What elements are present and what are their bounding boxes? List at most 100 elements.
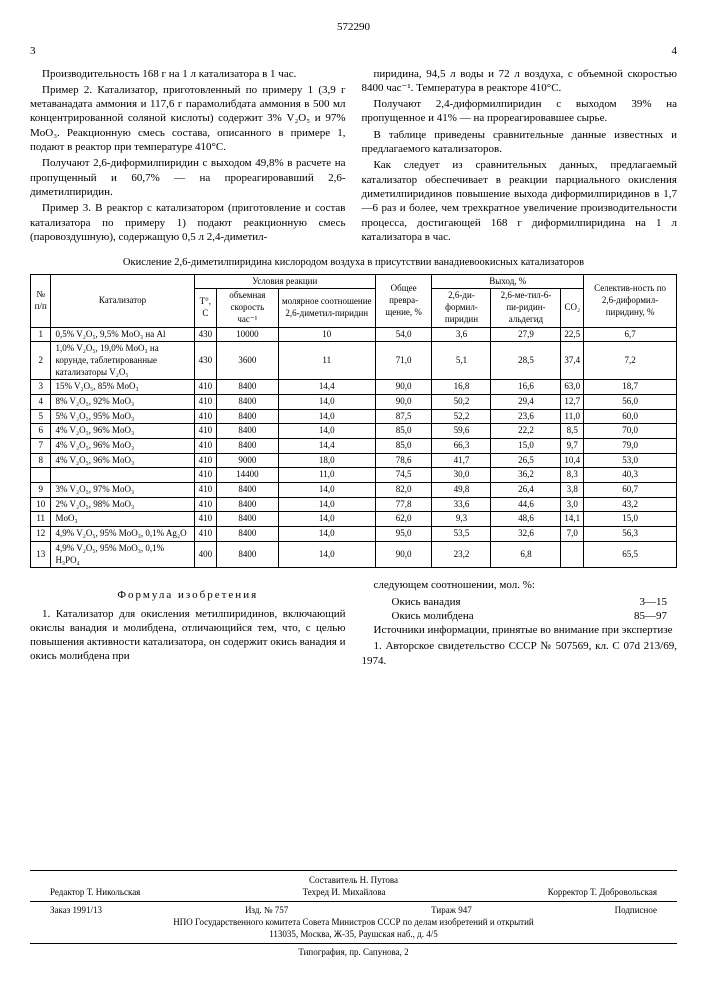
table-row: 4101440011,074,530,036,28,340,3 (31, 468, 677, 483)
table-cell: 9 (31, 483, 51, 498)
para: Получают 2,6-диформилпиридин с выходом 4… (30, 156, 346, 199)
th-cond: Условия реакции (194, 274, 375, 289)
table-cell: 3% V₂O₅, 97% MoO₃ (51, 483, 194, 498)
formula-left-col: Формула изобретения 1. Катализатор для о… (30, 578, 346, 670)
table-cell: 9,7 (561, 439, 584, 454)
table-cell: 5 (31, 409, 51, 424)
table-cell: 8400 (217, 439, 279, 454)
table-cell: 56,3 (584, 527, 677, 542)
formula-text: 1. Катализатор для окисления метилпириди… (30, 607, 346, 664)
table-cell: 63,0 (561, 380, 584, 395)
tiraz: Тираж 947 (431, 905, 472, 917)
table-cell: 8400 (217, 380, 279, 395)
table-cell: 16,8 (432, 380, 491, 395)
table-cell: 40,3 (584, 468, 677, 483)
table-cell: 410 (194, 453, 216, 468)
table-cell: 26,4 (491, 483, 561, 498)
para: Получают 2,4-диформилпиридин с выходом 3… (362, 97, 678, 126)
table-cell: 11 (31, 512, 51, 527)
editor: Редактор Т. Никольская (50, 887, 140, 899)
table-cell: 14,0 (278, 512, 375, 527)
formula-title: Формула изобретения (30, 588, 346, 602)
para: Как следует из сравнительных данных, пре… (362, 158, 678, 244)
table-cell: 70,0 (584, 424, 677, 439)
para: Пример 2. Катализатор, приготовленный по… (30, 83, 346, 154)
table-cell: 15,0 (584, 512, 677, 527)
table-cell: 29,4 (491, 394, 561, 409)
table-row: 55% V₂O₅, 95% MoO₃410840014,087,552,223,… (31, 409, 677, 424)
tech-editor: Техред И. Михайлова (303, 887, 386, 899)
right-column: пиридина, 94,5 л воды и 72 л воздуха, с … (362, 67, 678, 247)
formula-right-col: следующем соотношении, мол. %: Окись ван… (362, 578, 678, 670)
th-temp: T°, C (194, 289, 216, 327)
table-cell: 6 (31, 424, 51, 439)
table-cell: 41,7 (432, 453, 491, 468)
table-cell: 16,6 (491, 380, 561, 395)
table-row: 93% V₂O₅, 97% MoO₃410840014,082,049,826,… (31, 483, 677, 498)
ratio-val: 85—97 (634, 609, 667, 623)
table-cell: 2 (31, 342, 51, 380)
th-sel: Селектив-ность по 2,6-диформил-пиридину,… (584, 274, 677, 327)
table-cell: 4,9% V₂O₅, 95% MoO₃, 0,1% H₃PO₄ (51, 541, 194, 567)
table-cell: 54,0 (375, 327, 432, 342)
table-cell: 3600 (217, 342, 279, 380)
table-cell: 11 (278, 342, 375, 380)
table-cell: 32,6 (491, 527, 561, 542)
ratio-intro: следующем соотношении, мол. %: (362, 578, 678, 592)
table-cell: 7,0 (561, 527, 584, 542)
table-cell: 28,5 (491, 342, 561, 380)
table-cell: 1,0% V₂O₅, 19,0% MoO₃ на корунде, таблет… (51, 342, 194, 380)
table-cell: MoO₃ (51, 512, 194, 527)
table-cell: 10000 (217, 327, 279, 342)
sources-title: Источники информации, принятые во вниман… (362, 623, 678, 637)
table-cell: 6,8 (491, 541, 561, 567)
table-cell: 3 (31, 380, 51, 395)
page-numbers: 3 4 (30, 44, 677, 58)
table-row: 11MoO₃410840014,062,09,348,614,115,0 (31, 512, 677, 527)
table-cell: 85,0 (375, 439, 432, 454)
table-cell: 14,0 (278, 541, 375, 567)
table-cell: 2% V₂O₅, 98% MoO₃ (51, 497, 194, 512)
para: В таблице приведены сравнительные данные… (362, 128, 678, 157)
table-row: 84% V₂O₅, 96% MoO₃410900018,078,641,726,… (31, 453, 677, 468)
table-cell: 3,8 (561, 483, 584, 498)
table-cell: 13 (31, 541, 51, 567)
table-cell: 7 (31, 439, 51, 454)
table-cell: 48,6 (491, 512, 561, 527)
table-cell: 8,5 (561, 424, 584, 439)
table-cell: 90,0 (375, 541, 432, 567)
table-cell: 14400 (217, 468, 279, 483)
table-cell: 0,5% V₂O₅, 9,5% MoO₃ на Al (51, 327, 194, 342)
table-cell: 36,2 (491, 468, 561, 483)
table-cell: 14,0 (278, 483, 375, 498)
table-cell: 8400 (217, 424, 279, 439)
table-cell: 90,0 (375, 394, 432, 409)
th-cat: Катализатор (51, 274, 194, 327)
table-cell: 15% V₂O₅, 85% MoO₃ (51, 380, 194, 395)
table-cell: 82,0 (375, 483, 432, 498)
table-cell: 5,1 (432, 342, 491, 380)
table-cell: 1 (31, 327, 51, 342)
table-row: 134,9% V₂O₅, 95% MoO₃, 0,1% H₃PO₄4008400… (31, 541, 677, 567)
table-cell: 43,2 (584, 497, 677, 512)
formula-columns: Формула изобретения 1. Катализатор для о… (30, 578, 677, 670)
table-cell: 410 (194, 439, 216, 454)
table-cell: 85,0 (375, 424, 432, 439)
table-cell: 8 (31, 453, 51, 468)
page-right: 4 (672, 44, 678, 58)
table-cell: 410 (194, 512, 216, 527)
table-cell: 14,0 (278, 424, 375, 439)
table-cell: 9,3 (432, 512, 491, 527)
table-cell: 23,2 (432, 541, 491, 567)
table-cell: 53,0 (584, 453, 677, 468)
table-cell: 90,0 (375, 380, 432, 395)
table-cell: 8400 (217, 512, 279, 527)
table-cell: 23,6 (491, 409, 561, 424)
table-row: 48% V₂O₅, 92% MoO₃410840014,090,050,229,… (31, 394, 677, 409)
table-cell: 410 (194, 380, 216, 395)
table-cell: 37,4 (561, 342, 584, 380)
table-row: 315% V₂O₅, 85% MoO₃410840014,490,016,816… (31, 380, 677, 395)
subscription: Подписное (615, 905, 657, 917)
table-cell: 62,0 (375, 512, 432, 527)
table-cell: 26,5 (491, 453, 561, 468)
